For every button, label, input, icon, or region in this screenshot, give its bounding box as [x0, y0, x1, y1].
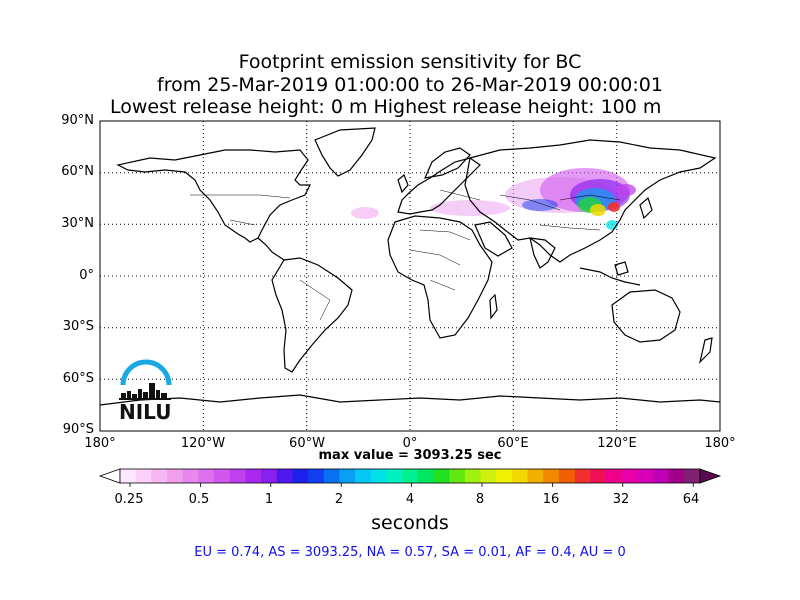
colorbar-segment	[323, 469, 340, 483]
colorbar-segment	[292, 469, 309, 483]
colorbar-left-arrow	[98, 468, 121, 484]
nilu-logo-text: NILU	[119, 400, 172, 424]
colorbar-label: 2	[334, 492, 344, 507]
colorbar-segment	[480, 469, 497, 483]
colorbar-segment	[433, 469, 450, 483]
colorbar-segment	[167, 469, 184, 483]
colorbar-title: seconds	[371, 512, 449, 534]
colorbar-segment	[605, 469, 623, 483]
colorbar-segment	[229, 469, 246, 483]
lon-label-60e: 60°E	[497, 436, 529, 451]
lat-label-90n: 90°N	[61, 113, 94, 128]
colorbar-segment	[621, 469, 638, 483]
coastlines	[100, 127, 720, 406]
lat-label-30s: 30°S	[62, 319, 94, 334]
lon-label-0: 0°	[402, 436, 418, 451]
colorbar-label: 4	[405, 492, 415, 507]
colorbar-segment	[308, 469, 325, 483]
colorbar-label: 1	[264, 492, 274, 507]
colorbar-segment	[135, 469, 152, 483]
lon-label-60w: 60°W	[289, 436, 325, 451]
max-value-label: max value = 3093.25 sec	[318, 448, 502, 463]
colorbar-segment	[684, 469, 701, 483]
regional-stats: EU = 0.74, AS = 3093.25, NA = 0.57, SA =…	[194, 545, 626, 560]
colorbar-border	[119, 468, 701, 484]
lat-label-90s: 90°S	[62, 422, 94, 437]
colorbar-segment	[558, 469, 576, 483]
colorbar-segment	[637, 469, 654, 483]
sensitivity-field	[351, 168, 636, 230]
colorbar-segment	[449, 469, 466, 483]
colorbar-label: 64	[682, 492, 700, 507]
colorbar-label: 0.25	[114, 492, 144, 507]
colorbar-segment	[543, 469, 560, 483]
lon-label-120e: 120°E	[597, 436, 637, 451]
colorbar-segment	[182, 469, 199, 483]
colorbar-segment	[355, 469, 372, 483]
colorbar-right-arrow	[699, 468, 722, 484]
colorbar-segment	[496, 469, 513, 483]
colorbar-segment	[574, 469, 591, 483]
colorbar-label: 16	[542, 492, 560, 507]
colorbar-segment	[527, 469, 544, 483]
lon-label-180e: 180°	[704, 436, 736, 451]
lat-label-60n: 60°N	[61, 164, 94, 179]
colorbar-segment	[370, 469, 387, 483]
colorbar-segment	[198, 469, 215, 483]
plot-title-line3: Lowest release height: 0 m Highest relea…	[110, 96, 662, 118]
lat-label-0: 0°	[79, 268, 94, 283]
colorbar-segment	[151, 469, 168, 483]
colorbar-segment	[120, 469, 137, 483]
colorbar-segment	[417, 469, 435, 483]
colorbar-segment	[214, 469, 231, 483]
colorbar-segment	[339, 469, 356, 483]
colorbar-segment	[464, 469, 482, 483]
colorbar-segment	[668, 469, 685, 483]
map-border	[99, 120, 721, 432]
nilu-logo	[119, 359, 172, 400]
colorbar-label: 8	[475, 492, 485, 507]
lat-label-30n: 30°N	[61, 216, 94, 231]
colorbar	[98, 468, 722, 487]
colorbar-segment	[245, 469, 262, 483]
colorbar-segment	[590, 469, 607, 483]
colorbar-segment	[261, 469, 278, 483]
colorbar-label: 0.5	[188, 492, 210, 507]
colorbar-segment	[652, 469, 670, 483]
lon-label-180w: 180°	[84, 436, 116, 451]
country-borders	[190, 189, 621, 321]
colorbar-segment	[276, 469, 293, 483]
colorbar-label: 32	[612, 492, 630, 507]
plot-title-line2: from 25-Mar-2019 01:00:00 to 26-Mar-2019…	[157, 74, 663, 96]
lat-label-60s: 60°S	[62, 371, 94, 386]
colorbar-segment	[511, 469, 529, 483]
lon-label-120w: 120°W	[180, 436, 226, 451]
colorbar-segment	[386, 469, 403, 483]
colorbar-segment	[402, 469, 419, 483]
plot-title-line1: Footprint emission sensitivity for BC	[238, 51, 582, 73]
